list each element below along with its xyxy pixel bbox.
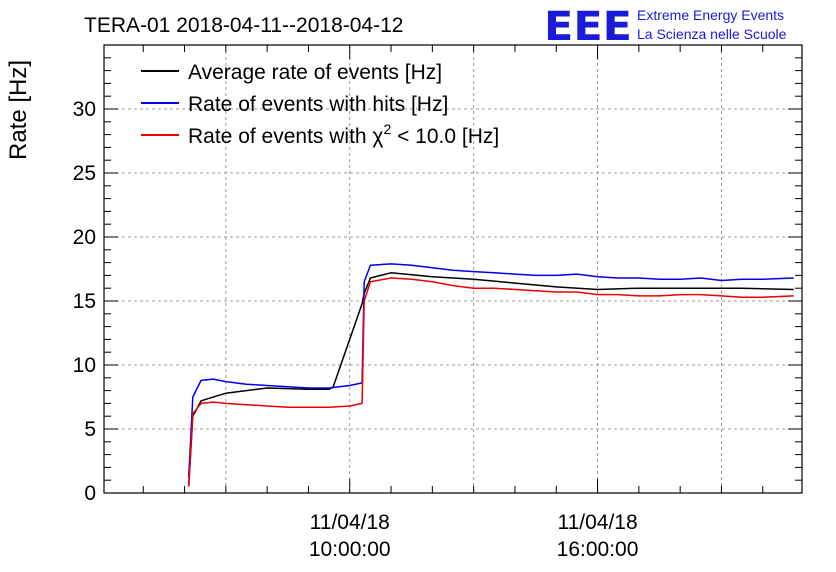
y-axis-label: Rate [Hz] [5,60,32,160]
axis-ticks [104,44,802,494]
legend-label-hits: Rate of events with hits [Hz] [188,93,448,116]
x-tick-label-time: 16:00:00 [557,538,639,561]
chart-title: TERA-01 2018-04-11--2018-04-12 [84,14,403,37]
series-hits-rate [187,263,794,478]
y-tick-label: 30 [73,98,96,121]
series-average-rate [187,272,794,487]
x-tick-label-date: 11/04/18 [310,511,390,534]
x-tick-label-time: 10:00:00 [309,538,391,561]
series-chi2-rate [187,277,794,487]
x-tick-labels: 11/04/18 10:00:00 11/04/18 16:00:00 [309,511,639,561]
y-tick-label: 25 [73,162,96,185]
legend-label-chi2: Rate of events with χ2 < 10.0 [Hz] [188,121,499,148]
y-tick-label: 5 [84,418,96,441]
eee-logo-letters: EEE [544,4,632,50]
eee-logo-line1: Extreme Energy Events [637,7,784,23]
grid-lines [104,45,802,493]
y-tick-label: 20 [73,226,96,249]
eee-logo-line2: La Scienza nelle Scuole [637,26,787,42]
x-tick-label-date: 11/04/18 [557,511,637,534]
data-series [187,263,794,487]
y-tick-label: 10 [73,354,96,377]
legend-label-average: Average rate of events [Hz] [188,61,442,84]
y-tick-labels: 0 5 10 15 20 25 30 [73,98,96,505]
y-tick-label: 15 [73,290,96,313]
legend: Average rate of events [Hz] Rate of even… [141,61,499,148]
plot-frame [103,44,803,494]
eee-logo: EEE Extreme Energy Events La Scienza nel… [544,4,787,50]
y-tick-label: 0 [84,482,96,505]
